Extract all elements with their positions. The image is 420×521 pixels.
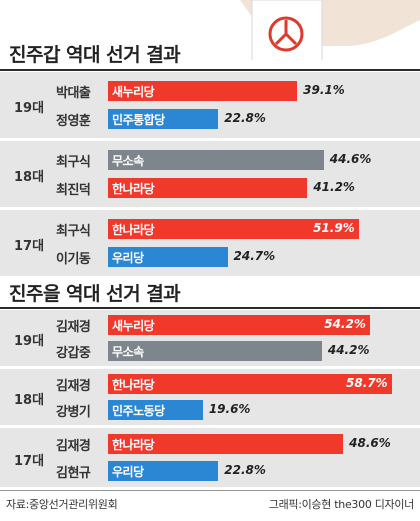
vote-share-bar: 새누리당	[108, 315, 371, 336]
party-label: 새누리당	[112, 319, 155, 334]
candidate-row: 김재경 한나라당 58.7%	[0, 374, 420, 395]
vote-share-bar: 민주통합당	[108, 109, 219, 130]
vote-share-bar: 한나라당	[108, 374, 392, 395]
vote-share-value: 44.2%	[327, 342, 370, 357]
vote-share-bar: 우리당	[108, 460, 219, 481]
party-label: 무소속	[112, 344, 144, 359]
credit-note: 그래픽:이승현 the300 디자이너	[268, 498, 415, 511]
candidate-row: 강병기 민주노동당 19.6%	[0, 399, 420, 420]
vote-share-value: 22.8%	[224, 462, 266, 477]
candidate-row: 김재경 한나라당 48.6%	[0, 434, 420, 455]
title-rule	[0, 307, 420, 309]
vote-share-value: 44.6%	[329, 151, 372, 166]
candidate-row: 강갑중 무소속 44.2%	[0, 340, 420, 361]
candidate-row: 최진덕 한나라당 41.2%	[0, 178, 420, 199]
candidate-row: 정영훈 민주통합당 22.8%	[0, 109, 420, 130]
vote-share-value: 24.7%	[233, 249, 276, 264]
candidate-row: 최구식 무소속 44.6%	[0, 149, 420, 170]
ballot-hand-icon	[240, 0, 420, 60]
party-label: 민주통합당	[112, 113, 165, 128]
chart-title-gap: 진주갑 역대 선거 결과	[9, 44, 181, 66]
candidate-name: 이기동	[56, 252, 91, 268]
vote-share-value: 19.6%	[208, 401, 251, 416]
candidate-name: 김재경	[56, 439, 91, 455]
footer-rule	[0, 490, 420, 491]
party-label: 민주노동당	[112, 403, 165, 418]
vote-share-bar: 새누리당	[108, 80, 298, 101]
chart-title-eul: 진주을 역대 선거 결과	[9, 283, 181, 305]
election-label: 17대	[14, 239, 45, 254]
election-label: 19대	[14, 334, 45, 349]
vote-share-value: 48.6%	[349, 436, 391, 451]
candidate-name: 정영훈	[56, 114, 91, 130]
vote-share-bar: 민주노동당	[108, 399, 203, 420]
party-label: 한나라당	[112, 222, 155, 237]
election-label: 17대	[14, 453, 45, 469]
vote-share-value: 58.7%	[346, 376, 388, 391]
candidate-name: 김재경	[56, 320, 91, 336]
vote-share-bar: 무소속	[108, 340, 322, 361]
party-label: 새누리당	[112, 84, 155, 99]
candidate-row: 이기동 우리당 24.7%	[0, 247, 420, 268]
election-label: 18대	[14, 170, 45, 185]
vote-share-bar: 한나라당	[108, 178, 308, 199]
candidate-row: 최구식 한나라당 51.9%	[0, 218, 420, 239]
vote-share-bar: 한나라당	[108, 218, 360, 239]
vote-share-value: 41.2%	[313, 180, 355, 195]
candidate-name: 김현규	[56, 465, 91, 481]
party-label: 한나라당	[112, 378, 155, 393]
candidate-row: 박대출 새누리당 39.1%	[0, 80, 420, 101]
vote-share-value: 54.2%	[324, 317, 366, 332]
vote-share-bar: 한나라당	[108, 434, 344, 455]
party-label: 우리당	[112, 464, 144, 479]
election-label: 19대	[14, 101, 45, 116]
candidate-name: 김재경	[56, 379, 91, 395]
title-rule	[0, 69, 420, 71]
party-label: 한나라당	[112, 438, 155, 453]
vote-share-value: 39.1%	[303, 82, 345, 97]
party-label: 무소속	[112, 153, 144, 168]
candidate-name: 최구식	[56, 223, 91, 239]
party-label: 한나라당	[112, 182, 155, 197]
candidate-name: 강병기	[56, 404, 91, 420]
election-label: 18대	[14, 393, 45, 408]
candidate-row: 김현규 우리당 22.8%	[0, 460, 420, 481]
candidate-name: 최구식	[56, 154, 91, 170]
candidate-row: 김재경 새누리당 54.2%	[0, 315, 420, 336]
source-note: 자료:중앙선거관리위원회	[6, 498, 118, 511]
vote-share-value: 22.8%	[224, 111, 266, 126]
vote-share-bar: 우리당	[108, 247, 228, 268]
party-label: 우리당	[112, 251, 144, 266]
vote-share-value: 51.9%	[313, 220, 355, 235]
candidate-name: 강갑중	[56, 345, 91, 361]
candidate-name: 박대출	[56, 85, 91, 101]
candidate-name: 최진덕	[56, 183, 91, 199]
vote-share-bar: 무소속	[108, 149, 324, 170]
